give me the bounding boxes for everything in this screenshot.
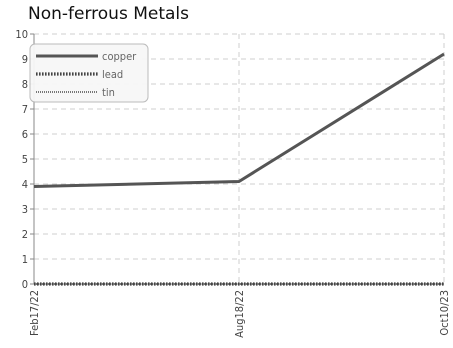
y-tick-label: 8 [22, 78, 28, 91]
x-tick-label: Aug18/22 [233, 290, 246, 338]
x-tick-label: Oct10/23 [438, 290, 451, 336]
y-tick-label: 0 [22, 278, 28, 291]
y-tick-label: 7 [22, 103, 28, 116]
chart-title: Non-ferrous Metals [28, 4, 190, 24]
y-tick-label: 4 [22, 178, 28, 191]
y-axis-ticks: 0 1 2 3 4 5 6 7 8 9 10 [15, 28, 34, 291]
legend-label-tin: tin [102, 86, 115, 99]
legend-label-lead: lead [102, 68, 123, 81]
series-line-copper [33, 52, 445, 188]
y-tick-label: 10 [15, 28, 28, 41]
grid-lines [34, 33, 445, 284]
y-tick-label: 3 [22, 203, 28, 216]
y-tick-label: 2 [22, 228, 28, 241]
legend-box [29, 43, 149, 103]
legend: copper lead tin [29, 43, 149, 103]
y-tick-label: 1 [22, 253, 28, 266]
x-axis-ticks: Feb17/22 Aug18/22 Oct10/23 [28, 290, 451, 338]
y-tick-label: 9 [22, 53, 28, 66]
y-tick-label: 5 [22, 153, 28, 166]
x-tick-label: Feb17/22 [28, 290, 41, 336]
legend-label-copper: copper [102, 50, 137, 63]
y-tick-label: 6 [22, 128, 28, 141]
series-lines [33, 52, 445, 286]
